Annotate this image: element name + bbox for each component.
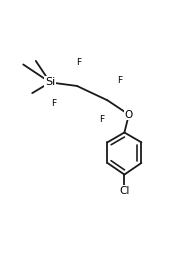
Text: O: O	[125, 110, 133, 120]
Text: F: F	[51, 99, 56, 108]
Text: F: F	[117, 76, 122, 85]
Text: F: F	[100, 116, 105, 125]
Text: F: F	[76, 58, 81, 67]
Text: Si: Si	[45, 77, 55, 87]
Text: Cl: Cl	[119, 186, 130, 196]
